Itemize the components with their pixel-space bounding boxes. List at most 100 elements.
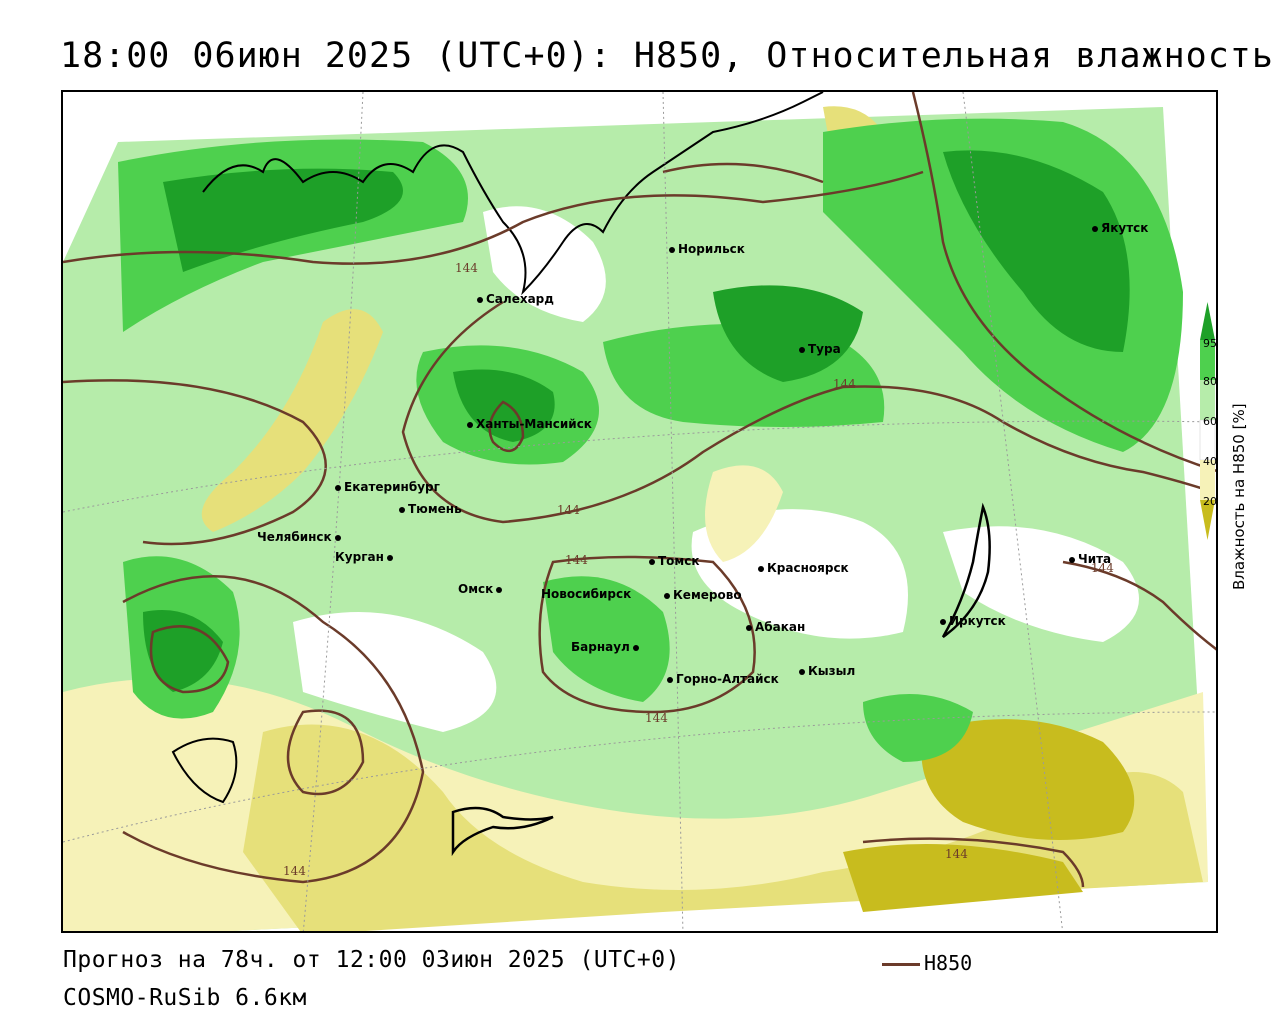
city-tura: Тура <box>799 342 841 356</box>
city-dot <box>746 624 752 631</box>
city-label: Якутск <box>1101 221 1149 235</box>
contour-label: 144 <box>833 377 856 391</box>
city-gorno-altaysk: Горно-Алтайск <box>667 672 779 686</box>
contour-label: 144 <box>557 503 580 517</box>
city-dot <box>496 586 503 593</box>
city-barnaul: Барнаул <box>571 640 642 654</box>
city-dot <box>799 668 805 675</box>
city-kyzyl: Кызыл <box>799 664 855 678</box>
city-omsk: Омск <box>458 582 505 596</box>
white-zone-3 <box>943 526 1139 642</box>
h850-legend-line <box>882 963 920 966</box>
humid-band-altai <box>543 576 670 702</box>
colorbar-tick: 60 <box>1203 415 1217 428</box>
humid-band-west-dark <box>143 610 223 692</box>
lake-west <box>171 737 238 804</box>
city-norilsk: Норильск <box>669 242 745 256</box>
city-dot <box>477 296 483 303</box>
contour-label: 144 <box>455 261 478 275</box>
contour-label: 144 <box>565 553 588 567</box>
contour-label: 144 <box>645 711 668 725</box>
white-zone-1 <box>293 612 497 732</box>
colorbar: 20 40 60 80 95 <box>1199 302 1217 540</box>
city-label: Челябинск <box>257 530 332 544</box>
city-label: Омск <box>458 582 494 596</box>
city-label: Чита <box>1078 552 1112 566</box>
colorbar-title: Влажность на H850 [%] <box>1230 403 1248 590</box>
city-kurgan: Курган <box>335 550 396 564</box>
city-label: Норильск <box>678 242 745 256</box>
colorbar-tick: 40 <box>1203 455 1217 468</box>
city-label: Иркутск <box>949 614 1006 628</box>
city-kemerovo: Кемерово <box>664 588 742 602</box>
h850-legend-label: H850 <box>924 951 973 975</box>
graticule <box>63 92 1216 931</box>
map-canvas: 144 144 144 144 144 144 144 144 <box>63 92 1216 931</box>
city-dot <box>664 592 670 599</box>
city-dot <box>940 618 946 625</box>
yellow-patch-2 <box>201 309 383 532</box>
colorbar-segment-80-95 <box>1200 340 1215 380</box>
city-label: Тура <box>808 342 841 356</box>
dry-zone-dark <box>921 719 1135 840</box>
city-abakan: Абакан <box>746 620 805 634</box>
city-dot <box>399 506 405 513</box>
city-dot <box>1069 556 1075 563</box>
city-dot <box>335 484 341 491</box>
city-label: Новосибирск <box>541 587 632 601</box>
coastline <box>202 92 824 296</box>
humid-band-east-dark <box>943 150 1130 352</box>
city-tomsk: Томск <box>649 554 700 568</box>
city-dot <box>386 554 393 561</box>
map-title: 18:00 06июн 2025 (UTC+0): H850, Относите… <box>60 36 1274 76</box>
city-label: Горно-Алтайск <box>676 672 779 686</box>
city-label: Ханты-Мансийск <box>476 417 592 431</box>
colorbar-tick: 20 <box>1203 495 1217 508</box>
city-salekhard: Салехард <box>477 292 554 306</box>
city-chelyabinsk: Челябинск <box>257 530 344 544</box>
contour-labels: 144 144 144 144 144 144 144 144 <box>283 261 1114 878</box>
city-chita: Чита <box>1069 552 1111 566</box>
contour-label: 144 <box>283 864 306 878</box>
city-dot <box>334 534 341 541</box>
city-dot <box>667 676 673 683</box>
h850-contours <box>63 92 1216 888</box>
forecast-info: Прогноз на 78ч. от 12:00 03июн 2025 (UTC… <box>63 947 680 973</box>
city-dot <box>467 421 473 428</box>
colorbar-tick: 80 <box>1203 375 1217 388</box>
humid-band-tura-dark <box>713 285 863 382</box>
city-dot <box>799 346 805 353</box>
city-dot <box>758 565 764 572</box>
city-label: Кемерово <box>673 588 742 602</box>
city-label: Екатеринбург <box>344 480 440 494</box>
humid-band-sayan <box>863 694 973 762</box>
city-dot <box>669 246 675 253</box>
city-label: Красноярск <box>767 561 849 575</box>
city-label: Абакан <box>755 620 806 634</box>
city-tyumen: Тюмень <box>399 502 462 516</box>
city-yakutsk: Якутск <box>1092 221 1148 235</box>
lake-balkhash <box>451 806 554 857</box>
city-novosibirsk: Новосибирск <box>541 587 631 601</box>
colorbar-top-arrow <box>1200 302 1215 340</box>
yellow-patch-1 <box>705 465 783 562</box>
city-label: Тюмень <box>408 502 462 516</box>
contour-label: 144 <box>1091 561 1114 575</box>
humid-band-north-dark <box>163 168 403 272</box>
model-name: COSMO-RuSib 6.6км <box>63 985 307 1011</box>
city-label: Томск <box>658 554 700 568</box>
colorbar-segment-20-40 <box>1200 460 1215 500</box>
dry-zone-dark-2 <box>843 844 1083 912</box>
humid-band-ob-dark <box>453 369 555 442</box>
city-label: Курган <box>335 550 384 564</box>
map-panel[interactable]: 144 144 144 144 144 144 144 144 Норильск… <box>61 90 1218 933</box>
lake-baikal <box>941 502 991 639</box>
colorbar-segment-60-80 <box>1200 380 1215 420</box>
city-dot <box>632 644 639 651</box>
colorbar-bottom-arrow <box>1200 500 1215 540</box>
city-label: Барнаул <box>571 640 630 654</box>
colorbar-tick: 95 <box>1203 337 1217 350</box>
city-dot <box>649 558 655 565</box>
city-irkutsk: Иркутск <box>940 614 1006 628</box>
city-label: Кызыл <box>808 664 856 678</box>
